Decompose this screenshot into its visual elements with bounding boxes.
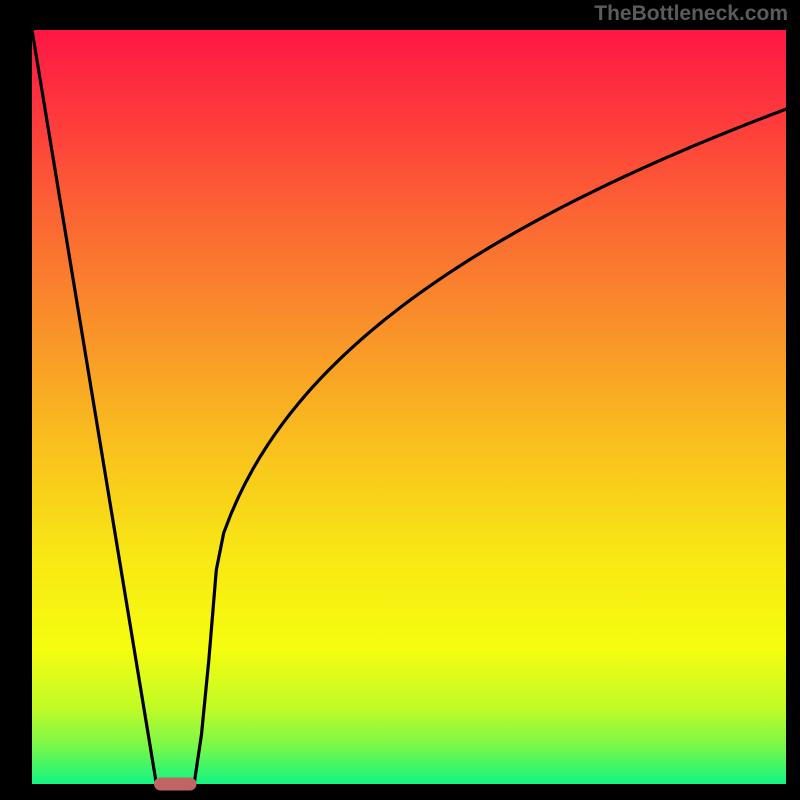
plot-background [32, 30, 786, 784]
chart-container: TheBottleneck.com [0, 0, 800, 800]
optimal-range-marker [155, 778, 196, 790]
bottleneck-chart [0, 0, 800, 800]
watermark-text: TheBottleneck.com [594, 2, 788, 26]
